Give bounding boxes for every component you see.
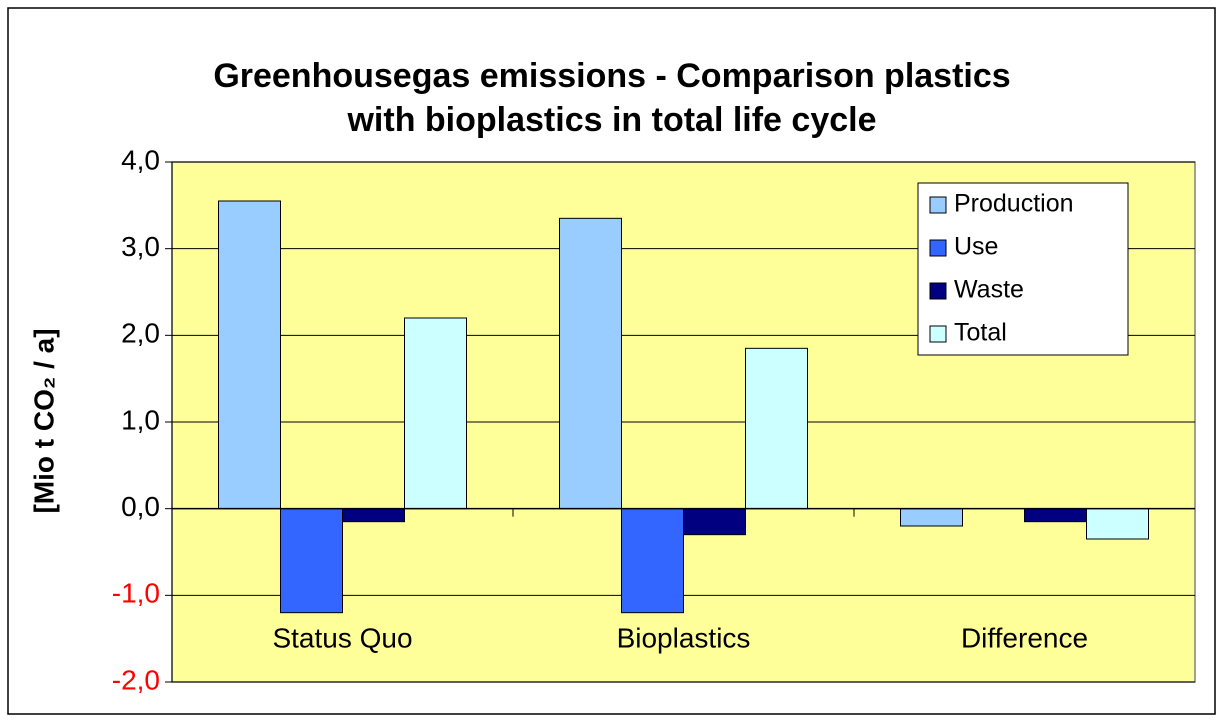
bar bbox=[342, 508, 405, 523]
bar bbox=[218, 200, 281, 510]
legend-swatch bbox=[929, 196, 947, 214]
x-tick-label: Difference bbox=[961, 622, 1088, 653]
y-tick-label: 3,0 bbox=[121, 231, 160, 262]
y-tick-label: -2,0 bbox=[112, 664, 160, 695]
bar bbox=[745, 347, 808, 510]
chart-title: Greenhousegas emissions - Comparison pla… bbox=[213, 57, 1010, 95]
y-tick-label: 2,0 bbox=[121, 318, 160, 349]
x-tick-label: Status Quo bbox=[272, 622, 412, 653]
chart-title: with bioplastics in total life cycle bbox=[346, 101, 876, 139]
legend-label: Total bbox=[954, 319, 1007, 347]
legend-label: Waste bbox=[954, 276, 1024, 304]
legend-label: Production bbox=[954, 190, 1074, 218]
x-tick-label: Bioplastics bbox=[617, 622, 751, 653]
bar bbox=[280, 508, 343, 614]
legend-label: Use bbox=[954, 233, 998, 261]
y-tick-label: 0,0 bbox=[121, 491, 160, 522]
bar bbox=[683, 508, 746, 536]
bar bbox=[900, 508, 963, 527]
bar bbox=[621, 508, 684, 614]
bar bbox=[559, 217, 622, 510]
y-tick-label: 4,0 bbox=[121, 144, 160, 175]
bar bbox=[1086, 508, 1149, 540]
legend-swatch bbox=[929, 325, 947, 343]
y-axis-label: [Mio t CO₂ / a] bbox=[28, 328, 59, 513]
legend-swatch bbox=[929, 282, 947, 300]
legend-box bbox=[917, 182, 1129, 356]
bar bbox=[404, 317, 467, 510]
bar bbox=[1024, 508, 1087, 523]
y-tick-label: 1,0 bbox=[121, 404, 160, 435]
legend-swatch bbox=[929, 239, 947, 257]
y-tick-label: -1,0 bbox=[112, 578, 160, 609]
